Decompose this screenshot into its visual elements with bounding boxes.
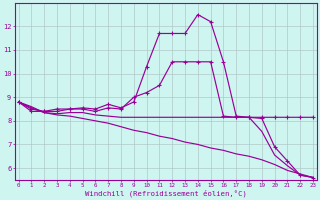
X-axis label: Windchill (Refroidissement éolien,°C): Windchill (Refroidissement éolien,°C) — [85, 190, 247, 197]
